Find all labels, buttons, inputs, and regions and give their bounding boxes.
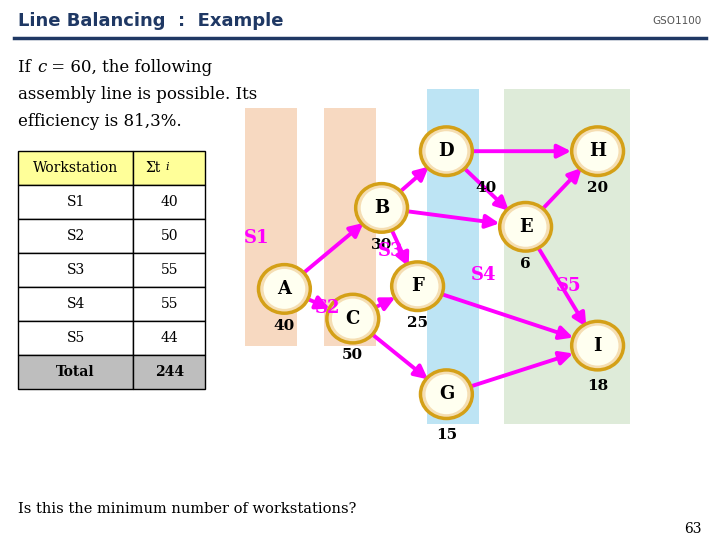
Ellipse shape — [505, 207, 546, 247]
Text: 15: 15 — [436, 428, 457, 442]
Bar — [245, 108, 297, 346]
Text: = 60, the following: = 60, the following — [46, 59, 212, 76]
Text: 55: 55 — [161, 264, 178, 277]
Text: Workstation: Workstation — [33, 161, 118, 175]
Bar — [18, 151, 133, 185]
Bar — [18, 253, 133, 287]
Text: S1: S1 — [66, 195, 85, 209]
Text: G: G — [438, 385, 454, 403]
Text: S5: S5 — [556, 277, 582, 295]
Text: S4: S4 — [66, 298, 85, 311]
Text: 40: 40 — [274, 319, 295, 333]
Ellipse shape — [572, 321, 624, 370]
Text: 25: 25 — [407, 316, 428, 330]
Text: 18: 18 — [587, 379, 608, 393]
Text: Is this the minimum number of workstations?: Is this the minimum number of workstatio… — [18, 502, 356, 516]
Text: C: C — [346, 309, 360, 328]
Text: A: A — [277, 280, 292, 298]
Ellipse shape — [420, 127, 472, 176]
Text: S2: S2 — [315, 299, 341, 317]
Text: 50: 50 — [342, 348, 364, 362]
Ellipse shape — [392, 262, 444, 310]
Text: S3: S3 — [66, 264, 85, 277]
Ellipse shape — [258, 265, 310, 313]
Bar — [133, 219, 205, 253]
Text: Line Balancing  :  Example: Line Balancing : Example — [18, 11, 284, 30]
Ellipse shape — [356, 184, 408, 232]
Ellipse shape — [572, 127, 624, 176]
Text: S2: S2 — [66, 230, 85, 243]
Text: 44: 44 — [161, 332, 178, 345]
Bar — [133, 185, 205, 219]
Text: c: c — [37, 59, 47, 76]
Bar — [18, 287, 133, 321]
Bar — [133, 355, 205, 389]
Bar — [324, 108, 376, 346]
Text: S4: S4 — [471, 266, 497, 285]
Text: B: B — [374, 199, 390, 217]
Bar — [133, 151, 205, 185]
Text: assembly line is possible. Its: assembly line is possible. Its — [18, 86, 257, 103]
Bar — [18, 185, 133, 219]
Text: 63: 63 — [685, 522, 702, 536]
Ellipse shape — [332, 299, 374, 339]
Bar — [504, 89, 630, 424]
Bar — [18, 355, 133, 389]
Text: 40: 40 — [161, 195, 178, 209]
Text: Σt: Σt — [145, 161, 161, 175]
Bar — [18, 321, 133, 355]
Text: 55: 55 — [161, 298, 178, 311]
Text: 30: 30 — [371, 238, 392, 252]
Text: H: H — [589, 142, 606, 160]
Bar — [133, 287, 205, 321]
Text: 20: 20 — [587, 181, 608, 195]
Text: 50: 50 — [161, 230, 178, 243]
Text: I: I — [593, 336, 602, 355]
Bar — [133, 321, 205, 355]
Text: i: i — [166, 161, 169, 172]
Text: S3: S3 — [378, 242, 404, 260]
Text: E: E — [519, 218, 532, 236]
Ellipse shape — [420, 370, 472, 418]
Ellipse shape — [577, 326, 618, 366]
Text: 40: 40 — [475, 181, 497, 195]
Text: F: F — [411, 277, 424, 295]
Text: efficiency is 81,3%.: efficiency is 81,3%. — [18, 113, 181, 130]
Text: 244: 244 — [155, 366, 184, 379]
Text: Total: Total — [56, 366, 95, 379]
Ellipse shape — [397, 266, 438, 306]
Bar — [133, 253, 205, 287]
Bar — [18, 219, 133, 253]
Ellipse shape — [327, 294, 379, 343]
Text: 6: 6 — [521, 256, 531, 271]
Text: If: If — [18, 59, 36, 76]
Ellipse shape — [577, 131, 618, 171]
Text: D: D — [438, 142, 454, 160]
Ellipse shape — [361, 188, 402, 228]
Ellipse shape — [264, 269, 305, 309]
Text: S5: S5 — [66, 332, 85, 345]
Bar — [427, 89, 479, 424]
Ellipse shape — [426, 374, 467, 414]
Text: GSO1100: GSO1100 — [653, 16, 702, 25]
Ellipse shape — [426, 131, 467, 171]
Ellipse shape — [500, 202, 552, 251]
Text: S1: S1 — [244, 228, 270, 247]
